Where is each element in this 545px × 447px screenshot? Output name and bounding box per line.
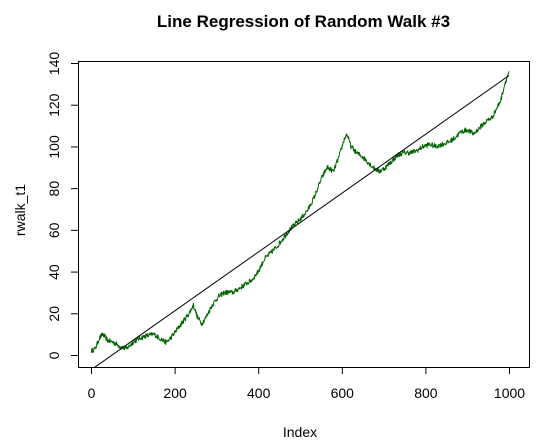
y-tick-label: 20 <box>46 306 62 322</box>
y-tick-label: 80 <box>46 181 62 197</box>
y-tick-label: 60 <box>46 222 62 238</box>
y-tick-label: 100 <box>46 135 62 159</box>
x-tick-label: 0 <box>88 385 96 401</box>
x-tick-label: 200 <box>163 385 187 401</box>
regression-line <box>94 75 510 367</box>
y-tick-label: 40 <box>46 264 62 280</box>
y-axis-label: rwalk_t1 <box>12 184 28 236</box>
plot-area <box>78 61 530 368</box>
x-tick-label: 800 <box>414 385 438 401</box>
y-tick-label: 140 <box>46 52 62 76</box>
y-axis: 0 20 40 60 80 100 120 140 <box>46 52 79 359</box>
random-walk-series <box>90 71 510 353</box>
chart-title: Line Regression of Random Walk #3 <box>157 12 450 31</box>
plot-content <box>90 71 510 367</box>
x-tick-label: 400 <box>247 385 271 401</box>
x-tick-label: 600 <box>331 385 355 401</box>
x-tick-label: 1000 <box>494 385 525 401</box>
x-axis-label: Index <box>283 424 317 440</box>
y-tick-label: 120 <box>46 93 62 117</box>
x-axis: 0 200 400 600 800 1000 <box>88 367 525 401</box>
y-tick-label: 0 <box>46 351 62 359</box>
